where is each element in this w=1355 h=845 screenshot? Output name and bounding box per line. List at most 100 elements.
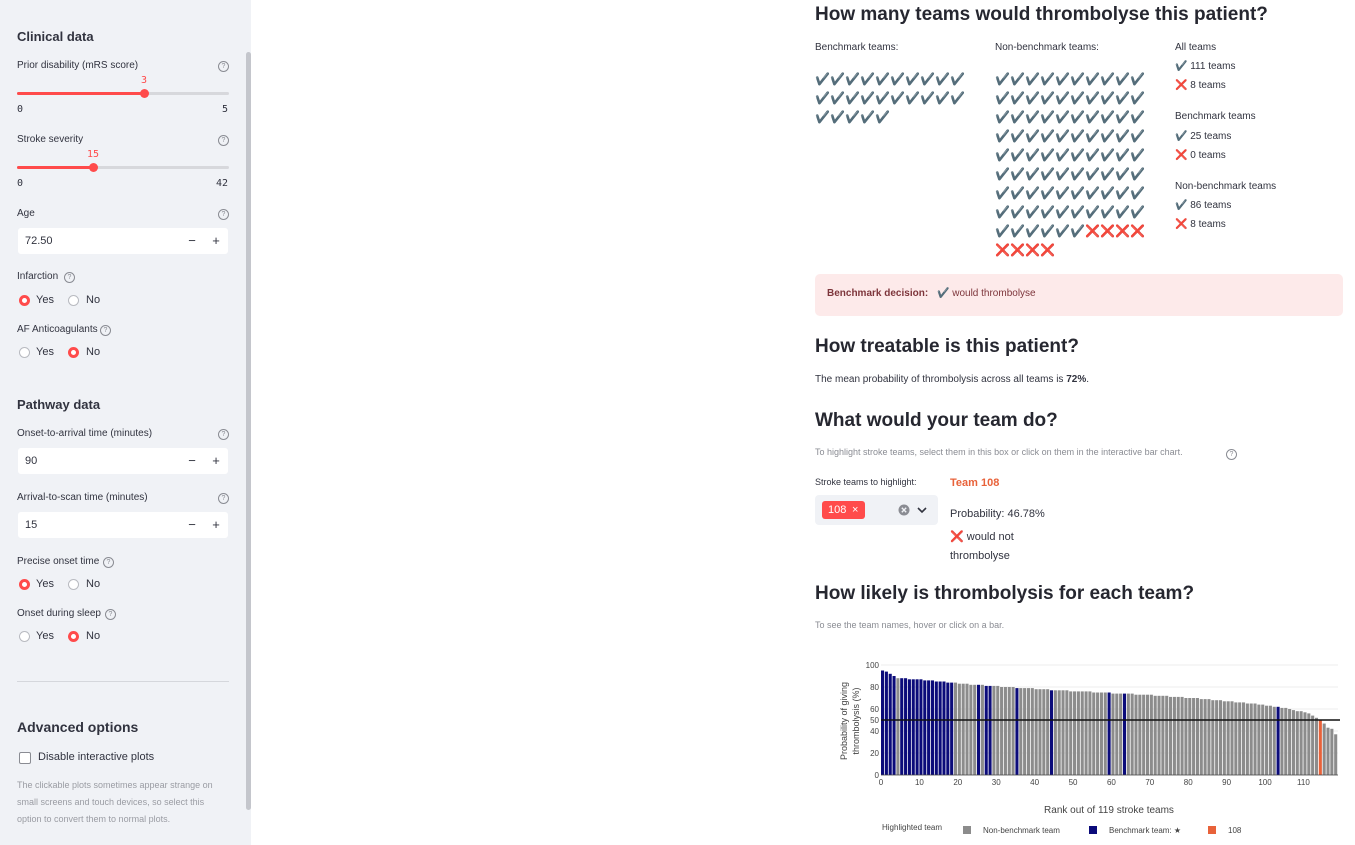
chart-bar[interactable] (988, 685, 992, 775)
chart-bar[interactable] (1011, 687, 1015, 775)
chart-bar[interactable] (1000, 687, 1004, 775)
chart-bar[interactable] (881, 670, 885, 776)
chart-bar[interactable] (996, 685, 1000, 775)
chart-bar[interactable] (1149, 694, 1153, 775)
chart-bar[interactable] (1107, 692, 1111, 776)
chart-bar[interactable] (1272, 706, 1276, 775)
chart-bar[interactable] (1284, 707, 1288, 775)
age-input[interactable]: 72.50 − + (17, 227, 229, 255)
chart-bar[interactable] (1092, 692, 1096, 776)
chart-bar[interactable] (1326, 727, 1330, 775)
chart-bar[interactable] (1088, 691, 1092, 775)
help-icon[interactable]: ? (103, 557, 114, 568)
chart-bar[interactable] (1073, 691, 1077, 775)
chart-bar[interactable] (1249, 703, 1253, 776)
chart-bar[interactable] (1030, 688, 1034, 775)
slider-thumb[interactable] (139, 89, 149, 98)
chart-bar[interactable] (930, 680, 934, 775)
team-multiselect[interactable]: 108 × (815, 495, 938, 525)
chart-bar[interactable] (1034, 689, 1038, 775)
chart-bar[interactable] (1142, 694, 1146, 775)
chart-bar[interactable] (1103, 692, 1107, 776)
chart-bar[interactable] (919, 679, 923, 775)
chart-bar[interactable] (1007, 687, 1011, 775)
chart-bar[interactable] (965, 683, 969, 775)
chart-bar[interactable] (934, 681, 938, 776)
chart-bar[interactable] (1138, 694, 1142, 775)
infarction-no-radio[interactable] (68, 295, 79, 306)
chart-bar[interactable] (1241, 702, 1246, 775)
help-icon[interactable]: ? (100, 325, 111, 336)
chart-bar[interactable] (984, 685, 988, 775)
chart-bar[interactable] (1222, 701, 1226, 775)
chart-bar[interactable] (950, 682, 954, 775)
thrombolysis-bar-chart[interactable]: 0 20 40 50 60 80 100 0 10 20 30 40 50 60 70 80 90 100 110 P… (815, 655, 1345, 845)
chart-bar[interactable] (980, 684, 984, 775)
chart-bar[interactable] (884, 671, 888, 775)
chart-bar[interactable] (1299, 711, 1303, 775)
chart-bar[interactable] (1234, 702, 1238, 775)
chart-bar[interactable] (896, 678, 900, 775)
help-icon[interactable]: ? (218, 209, 229, 220)
chart-bar[interactable] (1042, 689, 1046, 775)
chart-bar[interactable] (1153, 695, 1157, 775)
clear-all-icon[interactable] (898, 504, 910, 516)
chart-bar[interactable] (1322, 723, 1326, 775)
chart-bar[interactable] (1111, 693, 1115, 775)
stroke-severity-slider[interactable] (17, 163, 229, 172)
chart-bar[interactable] (1180, 696, 1184, 775)
chart-bar[interactable] (1195, 698, 1199, 775)
help-icon[interactable]: ? (105, 609, 116, 620)
help-icon[interactable]: ? (218, 493, 229, 504)
chart-bar[interactable] (953, 682, 958, 775)
chart-bar[interactable] (904, 678, 908, 775)
sleep-no-radio[interactable] (68, 631, 79, 642)
arrival-to-scan-input[interactable]: 15 − + (17, 511, 229, 539)
chart-bar[interactable] (1065, 690, 1069, 775)
onset-to-arrival-input[interactable]: 90 − + (17, 447, 229, 475)
chart-bar[interactable] (938, 681, 942, 776)
chart-bar[interactable] (1115, 693, 1119, 775)
chart-bar[interactable] (923, 680, 927, 775)
chart-bar[interactable] (1122, 693, 1127, 775)
chart-bar[interactable] (888, 673, 892, 775)
chart-bar[interactable] (1215, 700, 1219, 775)
chart-bar[interactable] (1023, 688, 1027, 775)
af-yes-radio[interactable] (19, 347, 30, 358)
chart-bar[interactable] (1061, 690, 1065, 775)
chart-bar[interactable] (1334, 734, 1338, 775)
chart-bar[interactable] (1295, 711, 1299, 775)
chart-bar[interactable] (1019, 688, 1023, 775)
chart-bar[interactable] (946, 682, 950, 775)
chart-bar[interactable] (1038, 689, 1042, 775)
help-icon[interactable]: ? (1226, 449, 1237, 460)
chart-bar[interactable] (1268, 705, 1272, 775)
decrement-button[interactable]: − (188, 233, 196, 248)
disable-plots-checkbox[interactable] (19, 752, 31, 764)
chart-bar[interactable] (1046, 689, 1050, 775)
chart-bar[interactable] (1288, 709, 1292, 775)
chart-bar[interactable] (907, 679, 911, 775)
chart-bar[interactable] (1057, 690, 1061, 775)
chart-bar[interactable] (1069, 691, 1073, 775)
chart-bar[interactable] (977, 684, 981, 775)
chart-bar[interactable] (1165, 695, 1169, 775)
increment-button[interactable]: + (212, 233, 220, 248)
chart-bar[interactable] (1134, 694, 1138, 775)
chevron-down-icon[interactable] (917, 506, 927, 514)
chart-bar[interactable] (1172, 696, 1176, 775)
help-icon[interactable]: ? (218, 429, 229, 440)
chart-bar[interactable] (1261, 704, 1265, 775)
chart-bar[interactable] (1211, 700, 1215, 775)
sleep-yes-radio[interactable] (19, 631, 30, 642)
chart-bar[interactable] (1291, 710, 1295, 775)
chart-bar[interactable] (1126, 693, 1130, 775)
chart-bar[interactable] (1099, 692, 1103, 776)
chart-bar[interactable] (1207, 699, 1211, 775)
increment-button[interactable]: + (212, 453, 220, 468)
sidebar-scrollbar[interactable] (246, 52, 251, 810)
chart-bar[interactable] (1253, 703, 1257, 776)
help-icon[interactable]: ? (218, 135, 229, 146)
chart-bar[interactable] (942, 681, 946, 776)
chart-bar[interactable] (1119, 693, 1123, 775)
